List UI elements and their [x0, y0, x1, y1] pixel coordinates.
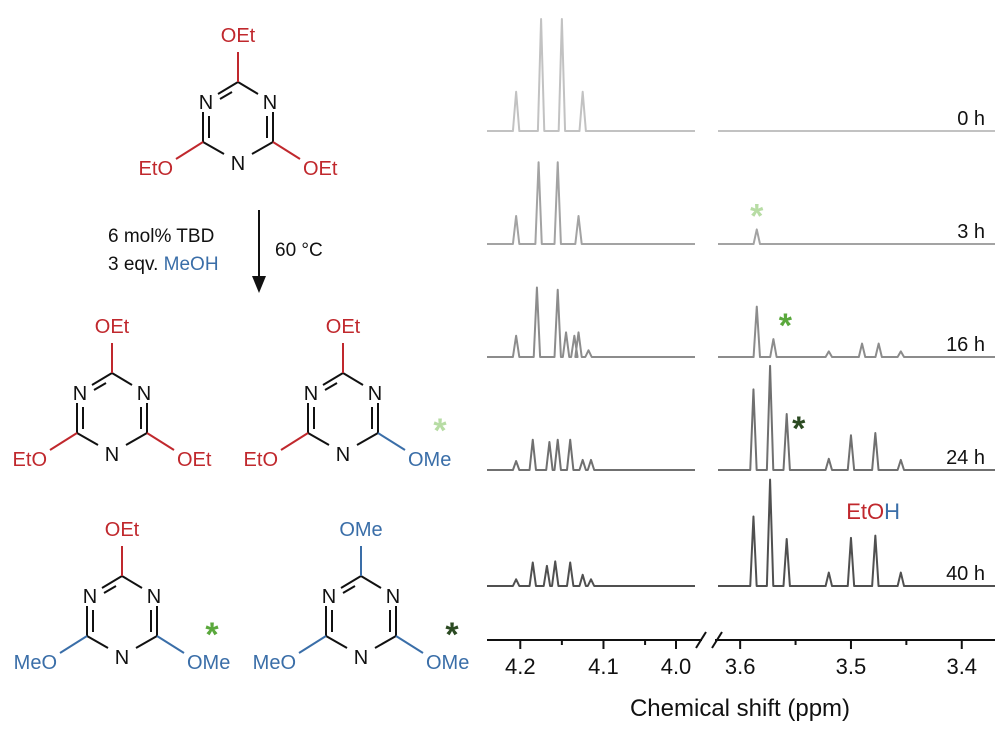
ring-nitrogen: N	[83, 586, 97, 608]
ring-nitrogen: N	[304, 383, 318, 405]
substituent-right: OMe	[426, 652, 469, 674]
spectrum-trace	[718, 305, 995, 358]
ring-nitrogen: N	[336, 444, 350, 466]
tick-label: 4.2	[505, 654, 536, 679]
trace-label: 0 h	[957, 108, 985, 130]
ring-nitrogen: N	[115, 647, 129, 669]
ring-nitrogen: N	[368, 383, 382, 405]
ring-nitrogen: N	[263, 92, 277, 114]
substituent-top: OEt	[105, 519, 140, 541]
product-trimethoxy: N N N OMe MeO OMe	[253, 519, 470, 674]
spectrum-trace	[718, 478, 995, 587]
spectrum-trace	[487, 560, 695, 587]
condition-reagent: 3 eqv. MeOH	[108, 254, 219, 275]
substituent-top: OEt	[95, 316, 130, 338]
trace-label: 24 h	[946, 447, 985, 469]
product-triethoxy: N N N OEt EtO OEt	[13, 316, 212, 471]
spectrum-trace	[487, 18, 695, 132]
ring-nitrogen: N	[354, 647, 368, 669]
tick-label: 3.5	[836, 654, 867, 679]
tick-label: 4.0	[661, 654, 692, 679]
substituent-left: MeO	[253, 652, 296, 674]
substituent-right: OMe	[408, 449, 451, 471]
substituent-right: OEt	[177, 449, 212, 471]
star-marker-dark: *	[445, 616, 459, 654]
axis-break	[711, 631, 723, 649]
trace-label: 3 h	[957, 221, 985, 243]
tick-label: 4.1	[588, 654, 619, 679]
peak-marker: *	[792, 410, 806, 448]
trace-label: 40 h	[946, 563, 985, 585]
ring-nitrogen: N	[199, 92, 213, 114]
product-ethoxy-dimethoxy: N N N OEt MeO OMe	[14, 519, 231, 674]
spectrum-trace	[487, 161, 695, 245]
substituent-left: EtO	[244, 449, 278, 471]
nmr-spectra: 0 h * 3 h * 16 h * 24 h 40 h	[487, 18, 995, 587]
star-marker-mid: *	[205, 616, 219, 654]
substituent-left: EtO	[13, 449, 47, 471]
substituent-top: OEt	[221, 25, 256, 47]
reactant-triazine: N N N OEt EtO OEt	[139, 25, 338, 180]
substituent-right: OMe	[187, 652, 230, 674]
ring-nitrogen: N	[73, 383, 87, 405]
spectrum-trace	[718, 228, 995, 245]
trace-label: 16 h	[946, 334, 985, 356]
substituent-left: MeO	[14, 652, 57, 674]
spectrum-trace	[718, 364, 995, 471]
ring-nitrogen: N	[147, 586, 161, 608]
condition-catalyst: 6 mol% TBD	[108, 226, 214, 247]
reaction-arrow	[252, 210, 266, 293]
peak-marker: *	[779, 307, 793, 345]
x-axis: 4.2 4.1 4.0 3.6 3.5 3.4	[487, 631, 995, 679]
peak-marker: *	[750, 197, 764, 235]
ring-nitrogen: N	[322, 586, 336, 608]
ring-nitrogen: N	[386, 586, 400, 608]
star-marker-light: *	[433, 412, 447, 450]
tick-label: 3.6	[725, 654, 756, 679]
substituent-right: OEt	[303, 158, 338, 180]
ring-nitrogen: N	[137, 383, 151, 405]
axis-break	[695, 631, 707, 649]
x-axis-label: Chemical shift (ppm)	[630, 695, 850, 722]
tick-label: 3.4	[946, 654, 977, 679]
spectrum-trace	[487, 286, 695, 358]
ring-nitrogen: N	[105, 444, 119, 466]
condition-temperature: 60 °C	[275, 240, 323, 261]
substituent-left: EtO	[139, 158, 173, 180]
product-diethoxy-methoxy: N N N OEt EtO OMe	[244, 316, 452, 471]
substituent-top: OEt	[326, 316, 361, 338]
spectrum-trace	[487, 438, 695, 471]
substituent-top: OMe	[339, 519, 382, 541]
etoh-annotation: EtOH	[846, 499, 900, 524]
ring-nitrogen: N	[231, 153, 245, 175]
